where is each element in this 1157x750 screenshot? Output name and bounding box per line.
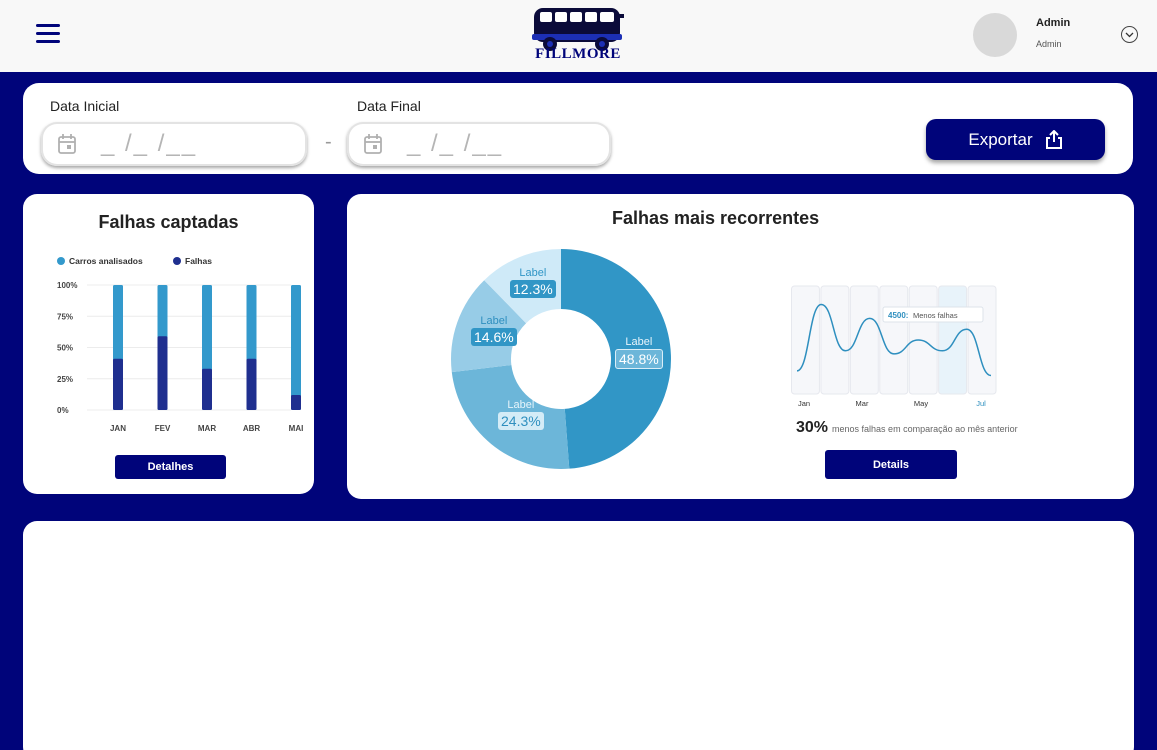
chevron-down-icon[interactable] (1121, 26, 1138, 43)
tooltip-value: 4500: (888, 311, 908, 320)
app-header: FILLMORE Admin Admin (0, 0, 1157, 72)
tooltip-text: Menos falhas (913, 311, 958, 320)
bar-falhas (202, 368, 212, 410)
start-date-label: Data Inicial (50, 98, 120, 114)
start-date-input[interactable]: _ /_ /__ (41, 122, 307, 166)
avatar[interactable] (973, 13, 1017, 57)
donut-label-1: Label 24.3% (498, 399, 544, 431)
y-tick-label: 0% (57, 406, 69, 415)
bar-falhas (291, 395, 301, 410)
falhas-recorrentes-title: Falhas mais recorrentes (612, 208, 820, 228)
line-chart: 4500: Menos falhas Jan Mar May Jul (791, 285, 997, 408)
summary-description: menos falhas em comparação ao mês anteri… (832, 424, 1018, 434)
end-date-mask: _ /_ /__ (407, 130, 504, 157)
user-name: Admin (1036, 17, 1071, 29)
date-separator: - (325, 131, 332, 153)
export-button[interactable]: Exportar (926, 119, 1105, 160)
summary-percentage: 30% (796, 419, 829, 436)
x-tick-label: JAN (110, 424, 126, 433)
bar-falhas (246, 358, 257, 410)
falhas-captadas-card: Falhas captadas Carros analisados Falhas… (23, 194, 314, 494)
chart-tooltip: 4500: Menos falhas (882, 306, 984, 323)
calendar-icon (364, 134, 382, 154)
x-tick-label: ABR (243, 424, 261, 433)
chart-column (938, 285, 968, 395)
summary-text: 30% menos falhas em comparação ao mês ant… (796, 419, 1018, 437)
x-tick-label: MAR (198, 424, 216, 433)
end-date-label: Data Final (357, 98, 421, 114)
chart-column (908, 285, 938, 395)
details-button[interactable]: Details (825, 450, 957, 479)
chart-column (967, 285, 997, 395)
chart-column (849, 285, 879, 395)
x-tick-label: Jul (976, 399, 986, 408)
content-panel (23, 521, 1134, 750)
bar-chart: 100% 75% 50% 25% 0% JAN FEV MAR ABR MAI (57, 281, 304, 433)
bar-falhas (157, 336, 168, 410)
legend-falhas: Falhas (173, 256, 212, 266)
chart-column (820, 285, 850, 395)
donut-label-0: Label 48.8% (615, 336, 663, 369)
x-tick-label: Mar (856, 399, 869, 408)
logo-text: FILLMORE (535, 46, 621, 62)
donut-label-2: Label 14.6% (471, 315, 517, 347)
x-tick-label: FEV (155, 424, 171, 433)
line-series (796, 303, 992, 377)
x-tick-label: MAI (289, 424, 304, 433)
bar-total (291, 285, 301, 410)
donut-label-3: Label 12.3% (510, 267, 556, 299)
falhas-recorrentes-card: Falhas mais recorrentes Label 48.8% Labe… (347, 194, 1134, 499)
donut-slice (451, 280, 527, 373)
y-tick-label: 25% (57, 375, 73, 384)
bar-falhas (113, 358, 123, 410)
legend-total: Carros analisados (57, 256, 143, 266)
falhas-captadas-title: Falhas captadas (98, 212, 239, 232)
bus-logo (532, 8, 624, 51)
share-icon (1045, 129, 1062, 149)
x-tick-label: Jan (798, 399, 810, 408)
chart-column (791, 285, 820, 395)
end-date-input[interactable]: _ /_ /__ (347, 122, 611, 166)
y-tick-label: 75% (57, 312, 73, 321)
export-label: Exportar (968, 129, 1033, 149)
x-tick-label: May (914, 399, 928, 408)
menu-icon[interactable] (36, 24, 60, 46)
user-role: Admin (1036, 39, 1062, 49)
detalhes-button[interactable]: Detalhes (115, 455, 226, 479)
calendar-icon (58, 134, 76, 154)
y-tick-label: 100% (57, 281, 77, 290)
filter-card: Data Inicial Data Final _ /_ /__ _ /_ /_… (23, 83, 1133, 174)
start-date-mask: _ /_ /__ (101, 130, 198, 157)
y-tick-label: 50% (57, 344, 73, 353)
